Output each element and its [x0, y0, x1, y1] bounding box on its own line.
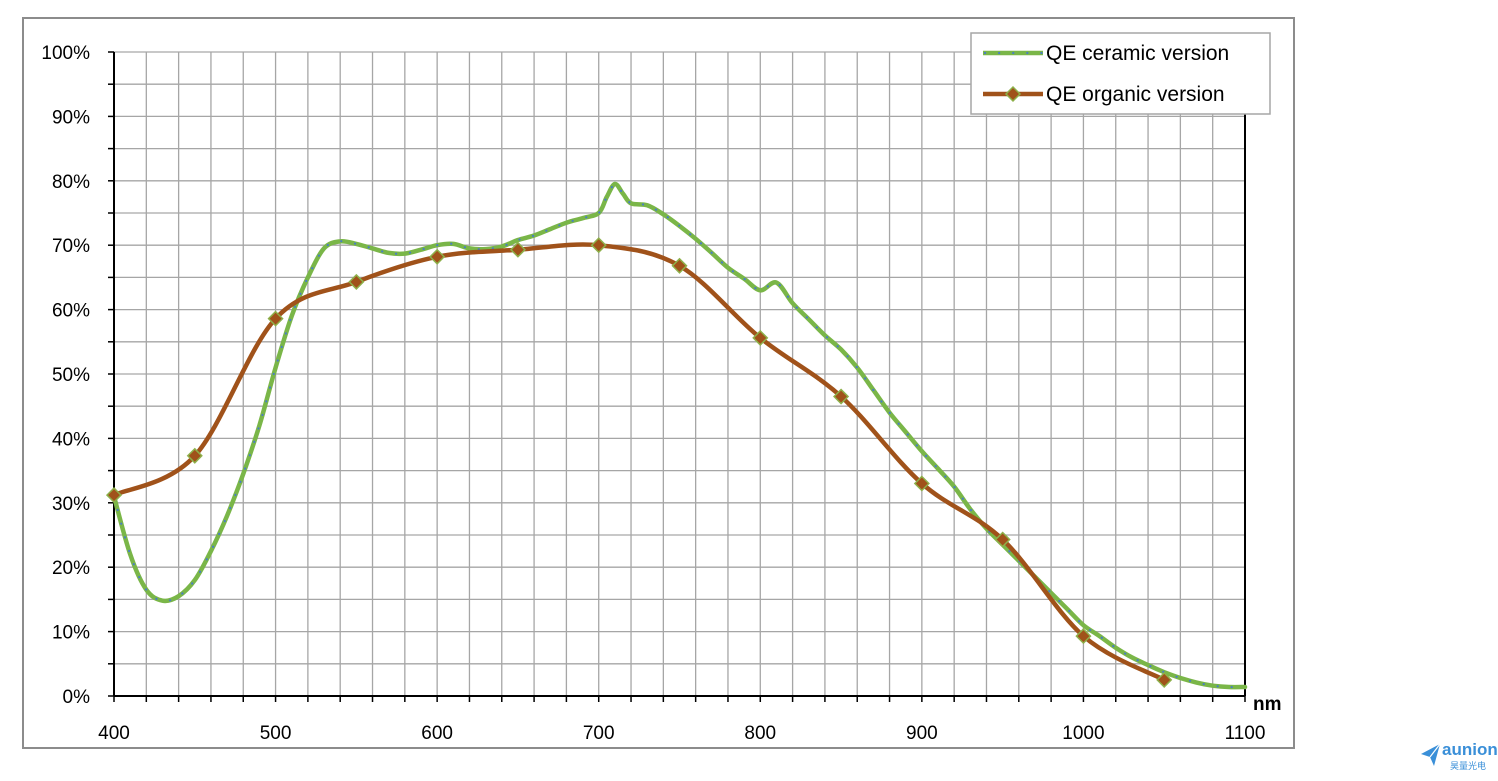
paper-plane-icon [1421, 743, 1441, 766]
grid [114, 51, 1245, 696]
y-tick-label: 40% [52, 429, 90, 450]
x-tick-label: 600 [421, 723, 453, 744]
data-point-marker [186, 447, 203, 464]
series-1 [105, 237, 1173, 688]
legend-label: QE organic version [1046, 83, 1225, 106]
y-tick-label: 70% [52, 236, 90, 257]
data-point-marker [509, 241, 526, 258]
data-point-marker [590, 237, 607, 254]
legend-label: QE ceramic version [1046, 42, 1229, 65]
brand-logo: aunion 昊量光电 [1420, 740, 1498, 776]
series-0 [111, 181, 1248, 690]
y-tick-label: 90% [52, 107, 90, 128]
brand-name: aunion [1442, 740, 1498, 759]
data-point-marker [105, 487, 123, 504]
legend-marker [1004, 85, 1022, 103]
x-tick-label: 500 [260, 723, 292, 744]
data-point-marker [348, 273, 365, 290]
data-point-marker [752, 329, 769, 346]
y-tick-label: 100% [41, 43, 90, 64]
y-tick-label: 20% [52, 558, 90, 579]
y-tick-label: 80% [52, 172, 90, 193]
data-point-marker [1156, 671, 1173, 688]
legend-entry-1: QE organic version [983, 83, 1225, 106]
legend-entry-0: QE ceramic version [983, 42, 1229, 65]
data-point-marker [913, 475, 930, 492]
data-point-marker [429, 248, 446, 265]
x-tick-label: 700 [583, 723, 615, 744]
x-tick-label: 400 [98, 723, 130, 744]
x-tick-label: 800 [744, 723, 776, 744]
legend-box [970, 32, 1271, 115]
data-point-marker [671, 257, 688, 274]
series-lines [105, 181, 1248, 690]
x-tick-label: 1000 [1062, 723, 1104, 744]
y-tick-label: 0% [63, 687, 91, 708]
y-tick-label: 50% [52, 365, 90, 386]
x-tick-label: 1100 [1225, 723, 1266, 744]
data-point-marker [833, 388, 850, 405]
legend: QE ceramic version QE organic version [970, 32, 1271, 115]
x-axis-ticks: 400 500 600 700 800 900 1000 1100 [98, 696, 1265, 744]
y-tick-label: 30% [52, 494, 90, 515]
y-tick-label: 60% [52, 301, 90, 322]
y-axis-ticks: 0% 10% 20% 30% 40% 50% 60% 70% 80% 90% 100% [41, 43, 114, 708]
series-line [111, 181, 1248, 690]
data-point-marker [994, 531, 1011, 548]
data-point-marker [267, 310, 284, 327]
x-axis-unit-label: nm [1253, 694, 1282, 715]
y-tick-label: 10% [52, 623, 90, 644]
x-tick-label: 900 [906, 723, 938, 744]
data-point-marker [1075, 628, 1092, 645]
brand-subtitle: 昊量光电 [1450, 762, 1487, 772]
